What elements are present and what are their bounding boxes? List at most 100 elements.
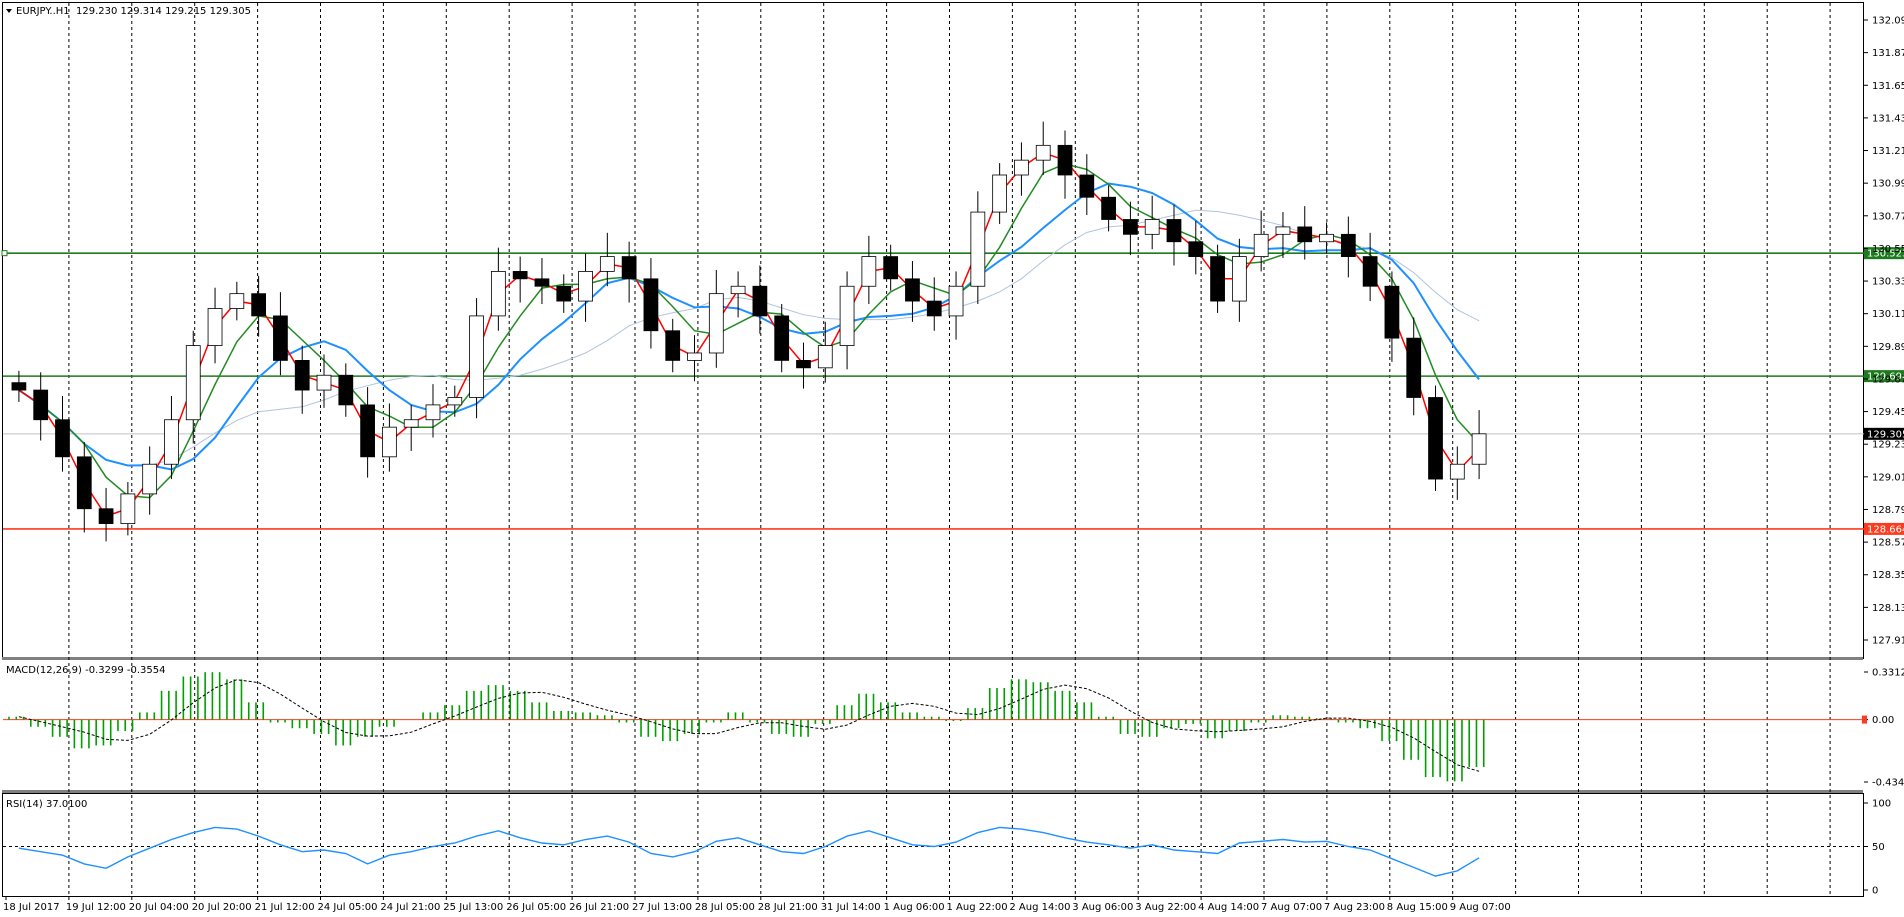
macd-title: MACD(12,26,9) -0.3299 -0.3554 xyxy=(6,665,166,676)
vertical-gridlines xyxy=(68,3,1831,896)
price-tick-label: 128.135 xyxy=(1872,603,1904,614)
candle-body xyxy=(360,404,375,458)
candle-body xyxy=(556,285,572,302)
price-tick-label: 130.555 xyxy=(1872,244,1904,255)
price-tick-label: 130.995 xyxy=(1872,179,1904,190)
time-tick-label: 26 Jul 21:00 xyxy=(569,902,629,913)
time-tick-label: 1 Aug 22:00 xyxy=(947,902,1008,913)
candle-body xyxy=(98,508,114,524)
candle-body xyxy=(708,293,724,354)
time-tick-label: 28 Jul 21:00 xyxy=(758,902,818,913)
price-tick-label: 131.655 xyxy=(1872,81,1904,92)
level-tag xyxy=(1864,427,1904,440)
candle-body xyxy=(76,456,92,510)
rsi-tick-label: 0 xyxy=(1872,886,1878,897)
candles xyxy=(11,121,1487,542)
time-tick-label: 20 Jul 20:00 xyxy=(192,902,252,913)
candle-body xyxy=(883,256,899,280)
candle-body xyxy=(578,271,593,302)
time-tick-label: 27 Jul 13:00 xyxy=(632,902,692,913)
candle-body xyxy=(992,174,1008,213)
candle-body xyxy=(1166,219,1182,243)
candle-body xyxy=(11,382,27,391)
macd-zero-tag xyxy=(1862,715,1867,724)
candle-body xyxy=(1188,241,1204,257)
candle-body xyxy=(752,285,768,317)
level-anchor-handle xyxy=(1,250,8,257)
time-axis: 18 Jul 2017 19 Jul 12:00 20 Jul 04:00 20 Ju… xyxy=(3,896,1511,913)
price-tick-label: 129.455 xyxy=(1872,407,1904,418)
time-tick-label: 4 Aug 14:00 xyxy=(1198,902,1259,913)
candle-body xyxy=(164,419,179,465)
candle-body xyxy=(1035,144,1051,161)
candle-body xyxy=(1384,285,1400,339)
price-tick-label: 131.875 xyxy=(1872,48,1904,59)
price-tick-label: 131.215 xyxy=(1872,146,1904,157)
macd-tick-label: -0.4344 xyxy=(1872,778,1904,789)
level-tag-label: 130.523 xyxy=(1867,249,1904,260)
symbol-dropdown-icon[interactable] xyxy=(6,9,12,13)
rsi-tick-label: 100 xyxy=(1872,799,1891,810)
time-tick-label: 19 Jul 12:00 xyxy=(66,902,126,913)
candle-body xyxy=(142,463,158,495)
price-tick-label: 129.235 xyxy=(1872,440,1904,451)
candle-body xyxy=(1144,219,1160,235)
candle-body xyxy=(1428,397,1443,480)
candle-body xyxy=(970,211,986,287)
time-tick-label: 31 Jul 14:00 xyxy=(821,902,881,913)
rsi-line-path xyxy=(18,826,1480,877)
candle-body xyxy=(621,256,637,280)
level-tag-label: 129.305 xyxy=(1867,429,1904,440)
price-tick-label: 129.895 xyxy=(1872,342,1904,353)
symbol-title: EURJPY..H1 xyxy=(16,6,70,17)
time-tick-label: 24 Jul 05:00 xyxy=(318,902,378,913)
time-tick-label: 3 Aug 22:00 xyxy=(1135,902,1196,913)
level-tag xyxy=(1864,522,1904,535)
candle-body xyxy=(512,271,528,280)
price-tick-label: 130.775 xyxy=(1872,211,1904,222)
price-tick-label: 131.435 xyxy=(1872,113,1904,124)
candle-body xyxy=(1297,226,1313,243)
rsi-axis: 100 50 0 xyxy=(1864,799,1891,897)
candle-body xyxy=(185,345,201,421)
candle-body xyxy=(599,256,615,272)
candle-body xyxy=(774,315,790,361)
rsi-tick-label: 50 xyxy=(1872,842,1885,853)
candle-body xyxy=(861,256,877,287)
candle-body xyxy=(1101,196,1116,220)
macd-tick-label: 0.3312 xyxy=(1872,668,1904,679)
candle-body xyxy=(33,389,49,421)
candle-body xyxy=(643,278,659,332)
candle-body xyxy=(905,278,920,302)
macd-axis: 0.3312 0.00 -0.4344 xyxy=(1862,668,1904,789)
time-tick-label: 7 Aug 07:00 xyxy=(1261,902,1322,913)
macd-tick-label: 0.00 xyxy=(1872,715,1894,726)
ma-fast-line xyxy=(18,151,1480,517)
candle-body xyxy=(273,315,288,361)
time-tick-label: 7 Aug 23:00 xyxy=(1324,902,1385,913)
time-tick-label: 21 Jul 12:00 xyxy=(255,902,315,913)
macd-signal-line xyxy=(18,679,1480,772)
ma-mid-line xyxy=(18,163,1480,499)
time-tick-label: 24 Jul 21:00 xyxy=(380,902,440,913)
candle-body xyxy=(839,285,855,346)
candle-body xyxy=(425,404,441,421)
price-tick-label: 128.575 xyxy=(1872,538,1904,549)
candle-body xyxy=(1210,256,1225,302)
rsi-line xyxy=(3,826,1864,877)
candle-body xyxy=(665,330,681,361)
candle-body xyxy=(1079,174,1095,198)
candle-body xyxy=(1449,463,1465,480)
level-tag-label: 129.694 xyxy=(1867,372,1904,383)
time-tick-label: 8 Aug 15:00 xyxy=(1387,902,1448,913)
price-axis: 132.095 131.875 131.655 131.435 131.215 130.9… xyxy=(1864,16,1904,647)
horizontal-levels: 130.523 129.694 129.305 128.664 xyxy=(1,247,1904,535)
candle-body xyxy=(338,374,354,406)
time-tick-label: 28 Jul 05:00 xyxy=(695,902,755,913)
price-tick-label: 129.015 xyxy=(1872,472,1904,483)
candle-body xyxy=(948,285,964,317)
candle-body xyxy=(1253,233,1269,257)
candle-body xyxy=(316,374,332,391)
time-tick-label: 2 Aug 14:00 xyxy=(1009,902,1070,913)
